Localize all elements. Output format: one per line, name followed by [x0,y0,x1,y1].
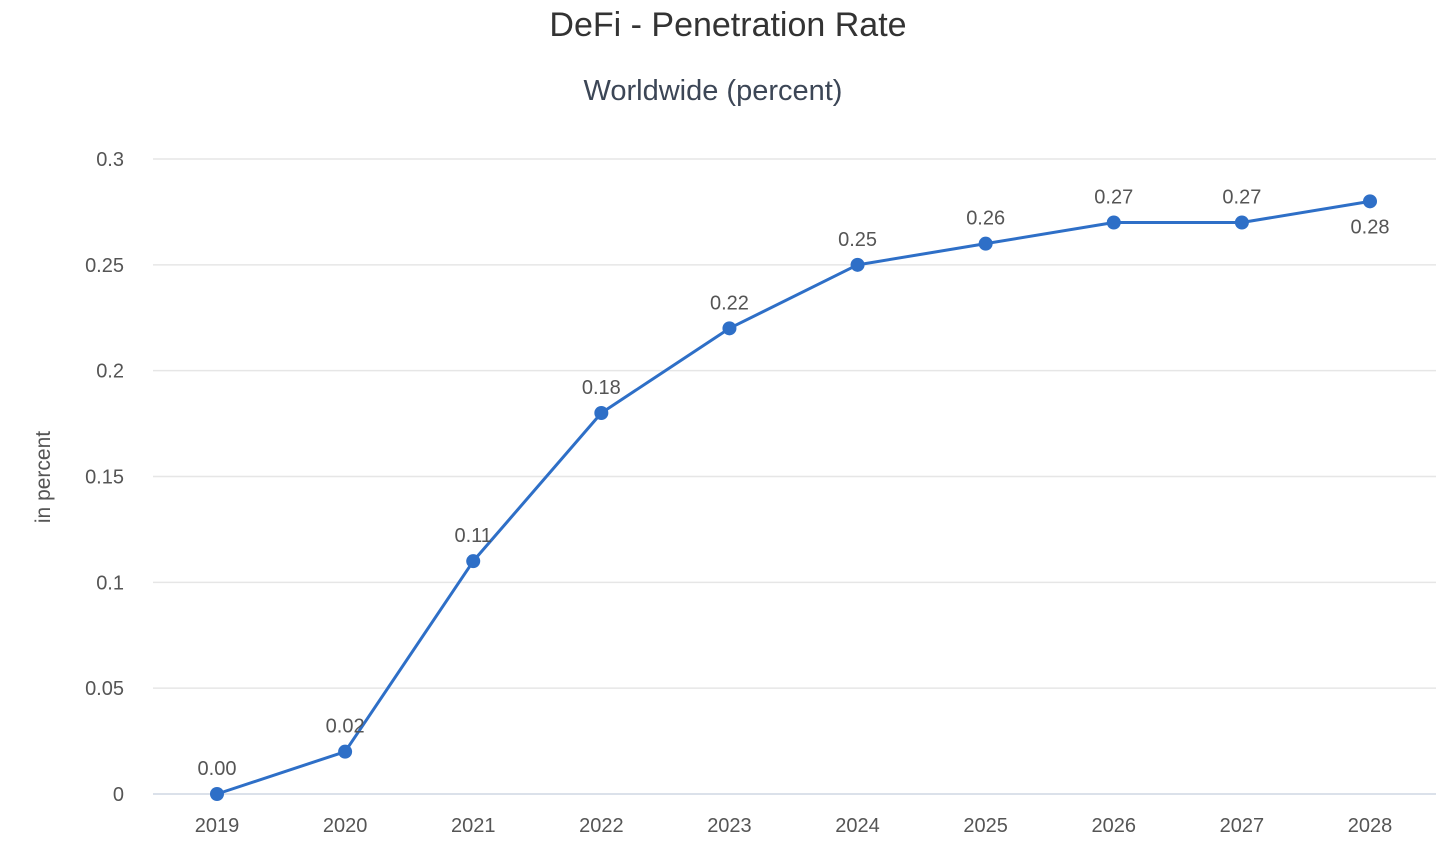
gridlines [153,158,1436,795]
data-point [1363,194,1377,209]
data-label: 0.27 [1094,187,1133,209]
chart-subtitle: Worldwide (percent) [584,75,843,107]
data-point [594,406,609,420]
series-line [216,199,1371,796]
data-label: 0.28 [1351,216,1390,238]
data-label: 0.18 [582,377,621,399]
x-tick-label: 2021 [451,815,496,837]
y-tick-label: 0.15 [85,467,124,489]
data-point [210,787,224,801]
data-point [338,744,353,759]
x-tick-label: 2025 [963,815,1008,837]
data-label: 0.00 [198,758,237,780]
data-label: 0.02 [326,716,365,738]
y-tick-label: 0.2 [96,361,124,383]
x-axis-ticks: 2019 2020 2021 2022 2023 2024 2025 2026 2027 2028 [195,815,1393,837]
data-label: 0.25 [838,229,877,251]
data-label: 0.11 [454,525,491,547]
y-axis-ticks: 0 0.05 0.1 0.15 0.2 0.25 0.3 [85,149,124,806]
x-tick-label: 2022 [579,815,624,837]
data-label: 0.22 [710,292,749,314]
y-tick-label: 0.3 [96,149,124,171]
x-tick-label: 2020 [323,815,368,837]
data-point [978,236,993,251]
chart-title: DeFi - Penetration Rate [549,6,906,44]
data-label: 0.26 [966,208,1005,230]
x-tick-label: 2024 [835,815,880,837]
y-tick-label: 0 [113,784,124,806]
series-line-layer [216,199,1371,796]
data-points [210,194,1377,801]
y-tick-label: 0.25 [85,255,124,277]
x-tick-label: 2023 [707,815,752,837]
y-axis-label: in percent [32,431,55,523]
x-tick-label: 2028 [1348,815,1393,837]
y-tick-label: 0.1 [96,572,124,594]
x-tick-label: 2027 [1220,815,1265,837]
data-point [1234,215,1249,230]
data-label: 0.27 [1222,187,1261,209]
x-tick-label: 2026 [1092,815,1137,837]
data-point [722,321,737,336]
data-point [466,554,481,569]
x-tick-label: 2019 [195,815,240,837]
data-point [1106,215,1121,230]
y-tick-label: 0.05 [85,678,124,700]
data-labels: 0.00 0.02 0.11 0.18 0.22 0.25 0.26 0.27 0.27 0.28 [198,187,1390,781]
data-point [850,257,865,272]
